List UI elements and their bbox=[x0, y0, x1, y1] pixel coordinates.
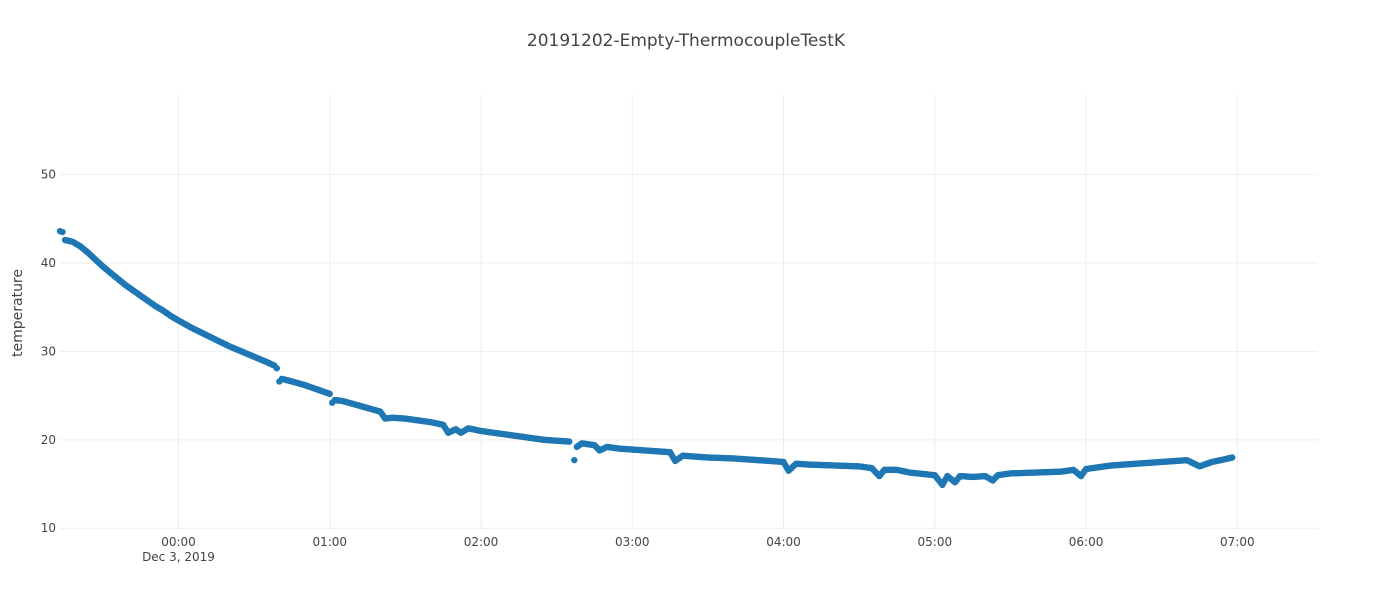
data-point bbox=[1229, 454, 1236, 461]
y-tick-label: 40 bbox=[41, 256, 56, 270]
y-tick-label: 30 bbox=[41, 344, 56, 358]
x-tick-label: 00:00 bbox=[161, 535, 196, 549]
data-points bbox=[56, 227, 1236, 489]
x-tick-label: 05:00 bbox=[918, 535, 953, 549]
grid-layer bbox=[60, 95, 1318, 530]
y-tick-label: 10 bbox=[41, 521, 56, 535]
data-point bbox=[571, 456, 578, 464]
x-tick-label: 03:00 bbox=[615, 535, 650, 549]
x-tick-label: 01:00 bbox=[312, 535, 347, 549]
y-axis-title: temperature bbox=[10, 269, 26, 357]
y-axis-ticks: 10 20 30 40 50 bbox=[41, 168, 56, 536]
x-tick-label: 06:00 bbox=[1069, 535, 1104, 549]
chart-title: 20191202-Empty-ThermocoupleTestK bbox=[527, 31, 846, 51]
x-tick-label: 02:00 bbox=[464, 535, 499, 549]
data-point bbox=[59, 228, 66, 236]
y-tick-label: 20 bbox=[41, 433, 56, 447]
y-tick-label: 50 bbox=[41, 168, 56, 182]
data-point bbox=[566, 438, 573, 445]
x-tick-sublabel: Dec 3, 2019 bbox=[142, 550, 215, 564]
x-tick-label: 04:00 bbox=[766, 535, 801, 549]
x-tick-label: 07:00 bbox=[1220, 535, 1255, 549]
data-point bbox=[273, 365, 281, 372]
data-point bbox=[326, 390, 333, 398]
